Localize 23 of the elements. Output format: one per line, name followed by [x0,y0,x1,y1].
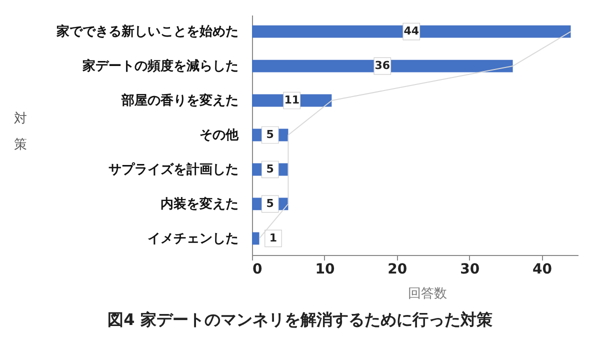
y-axis-title: 対策 [14,110,27,152]
y-tick-label: 部屋の香りを変えた [120,92,238,109]
bar [252,232,260,245]
data-label: 11 [284,94,300,107]
x-tick-label: 10 [315,262,335,278]
data-label: 5 [266,196,274,210]
x-axis-title: 回答数 [408,286,447,302]
x-tick-label: 30 [460,262,480,278]
y-tick-label: その他 [200,128,240,143]
data-label: 1 [269,231,278,244]
y-tick-label: イメチェンした [148,231,238,246]
data-label: 5 [266,128,274,141]
x-tick-label: 20 [388,262,408,278]
y-tick-label: サプライズを計画した [108,161,238,178]
data-label: 5 [266,162,274,176]
text: 図4 家デートのマンネリを解消するために行った対策 [108,310,492,329]
y-tick-label: 家でできる新しいことを始めた [56,24,238,40]
y-tick-label: 内装を変えた [160,196,238,212]
x-tick-label: 40 [532,262,552,278]
x-tick-label: 0 [252,262,262,278]
data-label: 44 [404,24,420,38]
data-label: 36 [374,59,390,72]
y-tick-label: 家デートの頻度を減らした [82,58,238,74]
